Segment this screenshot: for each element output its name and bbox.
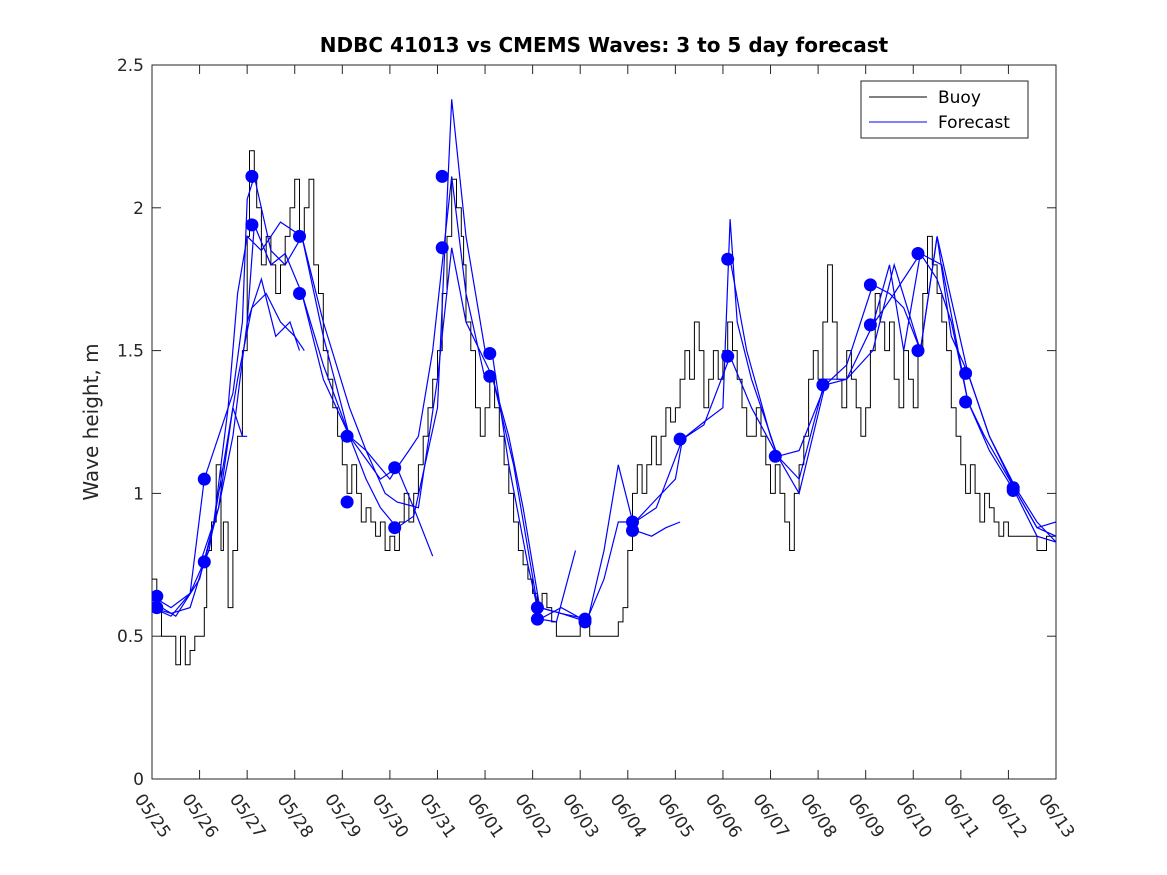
- forecast-marker: [721, 252, 735, 266]
- forecast-marker: [1006, 484, 1020, 497]
- forecast-marker: [816, 378, 830, 392]
- series-lines: [152, 99, 1056, 666]
- forecast-marker: [959, 395, 973, 409]
- forecast-marker: [626, 524, 639, 537]
- forecast-line: [491, 353, 681, 623]
- forecast-marker: [340, 495, 354, 509]
- forecast-marker: [197, 472, 211, 486]
- forecast-marker: [721, 349, 735, 363]
- forecast-marker: [152, 601, 164, 615]
- forecast-marker: [388, 521, 402, 535]
- forecast-marker: [911, 344, 925, 358]
- forecast-marker: [483, 347, 497, 360]
- forecast-marker: [435, 169, 449, 183]
- chart-title: NDBC 41013 vs CMEMS Waves: 3 to 5 day fo…: [320, 33, 889, 57]
- forecast-marker: [673, 432, 687, 446]
- axes-box: [151, 64, 1057, 780]
- forecast-marker: [863, 278, 877, 292]
- forecast-marker: [152, 589, 164, 603]
- forecast-marker: [293, 229, 306, 243]
- forecast-line: [301, 176, 577, 623]
- y-tick-label: 1: [133, 484, 144, 504]
- forecast-marker: [483, 369, 497, 383]
- y-tick-label: 0.5: [117, 627, 144, 647]
- forecast-marker: [245, 218, 259, 232]
- forecast-marker: [530, 612, 544, 626]
- forecast-marker: [578, 612, 592, 626]
- legend-entry-label: Forecast: [938, 113, 1010, 133]
- legend-box: [860, 80, 1029, 139]
- forecast-marker: [435, 241, 449, 255]
- forecast-marker: [530, 601, 544, 615]
- forecast-marker: [340, 429, 354, 443]
- y-tick-label: 0: [133, 770, 144, 790]
- forecast-marker: [863, 318, 877, 332]
- y-tick-label: 1.5: [117, 342, 144, 362]
- plot-area: 00.511.522.505/25 05/26 05/27 05/28 05/29 05/…: [117, 56, 1078, 842]
- forecast-line: [199, 407, 248, 565]
- forecast-marker: [911, 247, 925, 260]
- y-axis-label: Wave height, m: [79, 343, 103, 500]
- legend: Buoy Forecast: [860, 80, 1029, 139]
- forecast-marker: [388, 461, 402, 475]
- forecast-marker: [293, 287, 306, 300]
- forecast-marker: [197, 555, 211, 569]
- forecast-line: [729, 236, 1056, 529]
- y-tick-label: 2.5: [117, 56, 144, 76]
- forecast-marker: [245, 169, 259, 183]
- legend-entry-label: Buoy: [938, 88, 981, 108]
- y-tick-label: 2: [133, 199, 144, 219]
- forecast-line: [246, 277, 301, 351]
- forecast-marker: [768, 449, 782, 463]
- forecast-marker: [959, 366, 973, 380]
